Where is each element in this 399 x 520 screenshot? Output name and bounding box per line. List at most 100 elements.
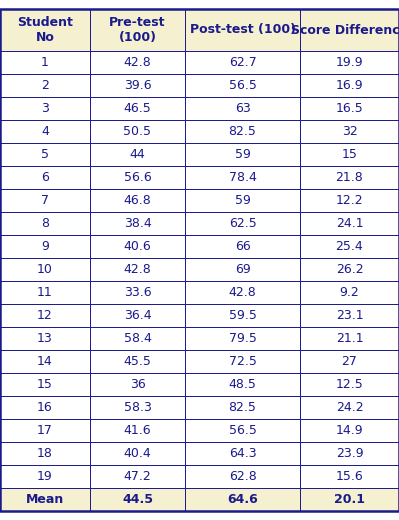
Bar <box>185 419 300 442</box>
Bar <box>90 281 185 304</box>
Bar <box>0 396 90 419</box>
Bar <box>0 442 90 465</box>
Bar <box>300 304 399 327</box>
Text: 69: 69 <box>235 263 251 276</box>
Bar <box>90 396 185 419</box>
Text: 46.8: 46.8 <box>124 194 151 207</box>
Text: 63: 63 <box>235 102 251 115</box>
Text: 15: 15 <box>342 148 358 161</box>
Bar <box>300 235 399 258</box>
Bar <box>300 396 399 419</box>
Bar <box>90 350 185 373</box>
Bar <box>90 419 185 442</box>
Bar <box>185 51 300 74</box>
Bar <box>185 97 300 120</box>
Text: 2: 2 <box>41 79 49 92</box>
Bar <box>90 189 185 212</box>
Bar <box>185 74 300 97</box>
Text: 19.9: 19.9 <box>336 56 363 69</box>
Text: 72.5: 72.5 <box>229 355 257 368</box>
Bar <box>90 143 185 166</box>
Bar <box>0 212 90 235</box>
Text: 15.6: 15.6 <box>336 470 363 483</box>
Text: 24.1: 24.1 <box>336 217 363 230</box>
Bar <box>185 235 300 258</box>
Text: 56.6: 56.6 <box>124 171 151 184</box>
Bar <box>300 212 399 235</box>
Bar <box>0 51 90 74</box>
Bar <box>300 74 399 97</box>
Bar <box>185 465 300 488</box>
Text: 16.5: 16.5 <box>336 102 363 115</box>
Text: 12.2: 12.2 <box>336 194 363 207</box>
Bar <box>0 465 90 488</box>
Text: 9: 9 <box>41 240 49 253</box>
Text: 39.6: 39.6 <box>124 79 151 92</box>
Text: 16: 16 <box>37 401 53 414</box>
Text: Mean: Mean <box>26 493 64 506</box>
Bar <box>300 465 399 488</box>
Bar <box>90 120 185 143</box>
Bar <box>185 258 300 281</box>
Text: 1: 1 <box>41 56 49 69</box>
Text: 6: 6 <box>41 171 49 184</box>
Text: 48.5: 48.5 <box>229 378 257 391</box>
Bar <box>0 74 90 97</box>
Text: 36: 36 <box>130 378 145 391</box>
Text: 82.5: 82.5 <box>229 401 257 414</box>
Bar <box>185 396 300 419</box>
Bar <box>0 350 90 373</box>
Text: 56.5: 56.5 <box>229 79 257 92</box>
Bar <box>90 327 185 350</box>
Text: 8: 8 <box>41 217 49 230</box>
Text: 50.5: 50.5 <box>124 125 152 138</box>
Text: 12.5: 12.5 <box>336 378 363 391</box>
Text: 58.3: 58.3 <box>124 401 152 414</box>
Text: 64.3: 64.3 <box>229 447 256 460</box>
Text: 4: 4 <box>41 125 49 138</box>
Bar <box>300 281 399 304</box>
Text: 15: 15 <box>37 378 53 391</box>
Bar <box>0 97 90 120</box>
Bar <box>300 166 399 189</box>
Bar <box>185 350 300 373</box>
Bar <box>90 373 185 396</box>
Bar <box>0 373 90 396</box>
Text: 64.6: 64.6 <box>227 493 258 506</box>
Bar <box>300 189 399 212</box>
Text: 14.9: 14.9 <box>336 424 363 437</box>
Bar <box>300 442 399 465</box>
Text: 10: 10 <box>37 263 53 276</box>
Text: 20.1: 20.1 <box>334 493 365 506</box>
Text: 79.5: 79.5 <box>229 332 257 345</box>
Text: 82.5: 82.5 <box>229 125 257 138</box>
Text: 26.2: 26.2 <box>336 263 363 276</box>
Bar <box>300 327 399 350</box>
Bar <box>185 488 300 511</box>
Bar <box>90 235 185 258</box>
Text: 21.1: 21.1 <box>336 332 363 345</box>
Text: 19: 19 <box>37 470 53 483</box>
Text: 46.5: 46.5 <box>124 102 151 115</box>
Bar <box>300 350 399 373</box>
Text: 62.7: 62.7 <box>229 56 257 69</box>
Text: 62.5: 62.5 <box>229 217 257 230</box>
Bar <box>300 258 399 281</box>
Bar <box>300 97 399 120</box>
Bar <box>0 419 90 442</box>
Text: 24.2: 24.2 <box>336 401 363 414</box>
Text: 45.5: 45.5 <box>124 355 152 368</box>
Text: Pre-test
(100): Pre-test (100) <box>109 16 166 44</box>
Text: 12: 12 <box>37 309 53 322</box>
Bar <box>90 258 185 281</box>
Bar <box>0 488 90 511</box>
Text: 58.4: 58.4 <box>124 332 152 345</box>
Bar <box>300 51 399 74</box>
Text: 42.8: 42.8 <box>124 263 151 276</box>
Text: 25.4: 25.4 <box>336 240 363 253</box>
Bar <box>90 74 185 97</box>
Bar <box>0 143 90 166</box>
Bar <box>0 235 90 258</box>
Bar <box>185 189 300 212</box>
Text: 42.8: 42.8 <box>124 56 151 69</box>
